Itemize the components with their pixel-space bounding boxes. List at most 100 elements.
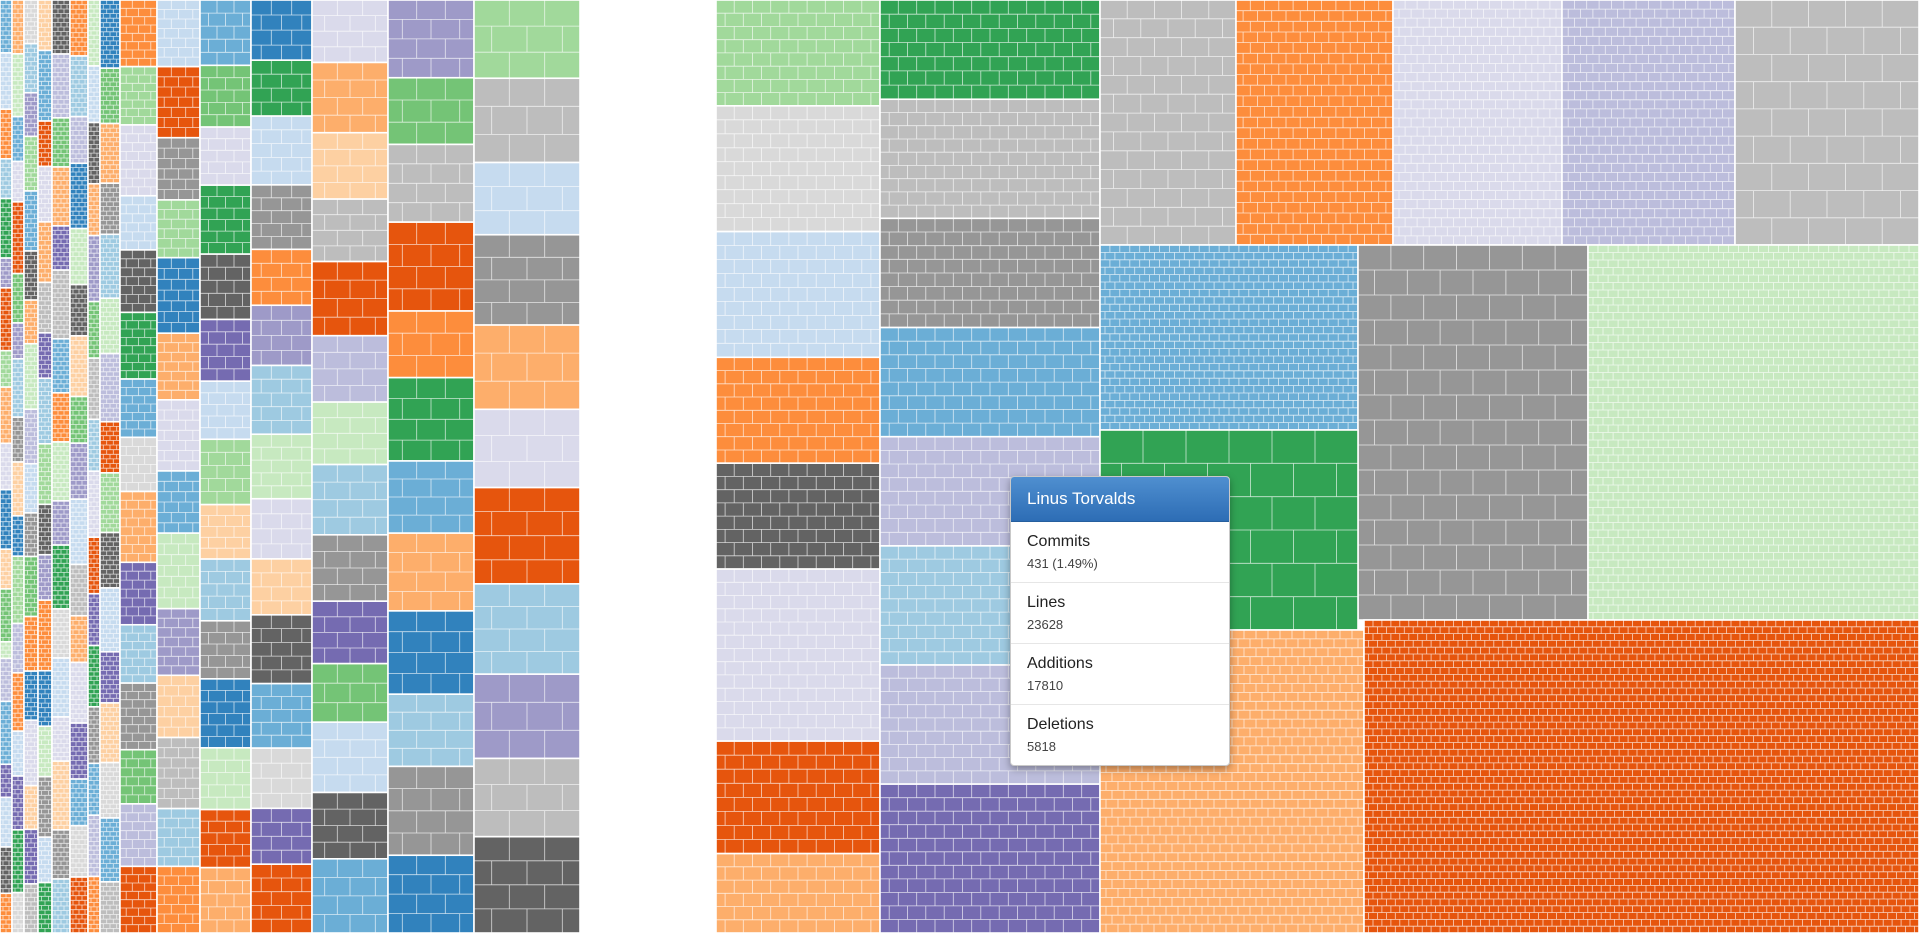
contributor-block-mid1-b0[interactable] [879,0,1101,101]
contributor-block-c1-b2-file-cells [12,116,24,162]
contributor-block-c1-b14-file-cells [12,731,24,776]
contributor-block-c10-b10[interactable] [199,619,252,680]
contributor-block-c4-b9-file-cells [52,500,70,546]
contributor-block-c11-b2-file-cells [251,116,312,185]
contributor-block-c1-b12[interactable] [11,622,25,674]
contributor-block-c5-b14-file-cells [70,779,88,826]
contributor-block-c10-b1[interactable] [199,64,252,128]
contributor-block-c13-b0-file-cells [388,0,474,78]
contributor-block-c10-b7[interactable] [199,438,252,506]
contributor-block-c11-b7[interactable] [250,433,313,500]
contributor-block-c4-b4-file-cells [52,225,70,271]
contributor-block-c3-b9-file-cells [38,504,52,555]
contributor-block-c3-b16[interactable] [37,881,53,933]
contributor-block-c3-b5-file-cells [38,282,52,333]
contributor-block-c11-b14-file-cells [251,864,312,933]
contributor-block-c7-b5-file-cells [100,298,120,354]
contributor-block-mid0-b3-file-cells [716,357,880,464]
contributor-block-c6-b11-file-cells [88,645,100,707]
contributor-block-c4-b1-file-cells [52,54,70,118]
contributor-block-c10-b5[interactable] [199,318,252,382]
contributor-block-c8-b1-file-cells [120,66,157,125]
contributor-block-c3-b15-file-cells [38,837,52,883]
contributor-block-c5-b2-file-cells [70,116,88,164]
contributor-block-c13-b2-file-cells [388,144,474,223]
contributor-block-c8-b3-file-cells [120,195,157,250]
contributor-block-c3-b10-file-cells [38,554,52,601]
contributor-block-c4-b15-file-cells [52,829,70,879]
contributor-block-c7-b11-file-cells [100,651,120,703]
contributor-block-c11-b11[interactable] [250,682,313,749]
contributor-block-c6-b2-file-cells [88,122,100,184]
contributor-block-c7-b15-file-cells [100,881,120,933]
contributor-block-c5-b1-file-cells [70,56,88,117]
contributor-block-c8-b12-file-cells [120,749,157,804]
contributor-block-c11-b14[interactable] [250,863,313,933]
contributor-block-c9-b7-file-cells [157,470,200,534]
contributor-block-c10-b14[interactable] [199,866,252,933]
contributor-block-c3-b14-file-cells [38,776,52,838]
contributor-block-c12-b2-file-cells [312,132,388,200]
contributor-block-c9-b6-file-cells [157,399,200,471]
contributor-block-large-0[interactable] [1099,0,1237,246]
contributor-block-c9-b1-file-cells [157,66,200,138]
contributor-block-c1-b0-file-cells [12,0,24,54]
contributor-block-c4-b10-file-cells [52,545,70,609]
contributor-block-large-4-file-cells [1735,0,1919,245]
contributor-block-c1-b5-file-cells [12,273,24,323]
contributor-block-c11-b3[interactable] [250,184,313,251]
contributor-block-c0-b2[interactable] [0,108,13,160]
contributor-block-c11-b10[interactable] [250,614,313,685]
contributor-block-c3-b13[interactable] [37,725,53,778]
contributor-block-c0-b9-file-cells [0,443,12,490]
contributor-block-c0-b17[interactable] [0,796,13,848]
contributor-block-c3-b0[interactable] [37,0,53,52]
tooltip-lines-value: 23628 [1027,617,1064,632]
contributor-block-c2-b8-file-cells [24,409,38,464]
contributor-block-mid0-b7-file-cells [716,853,880,933]
contributor-block-c11-b6[interactable] [250,364,313,436]
contributor-block-c10-b8[interactable] [199,503,252,560]
contributor-block-c2-b13[interactable] [23,670,39,722]
contributor-block-mid1-b7[interactable] [879,783,1101,933]
contributor-block-c10-b2[interactable] [199,126,252,186]
contributor-block-mid0-b1-file-cells [716,105,880,232]
contributor-block-c10-b4[interactable] [199,253,252,321]
contributor-block-c2-b16-file-cells [24,829,38,884]
contributor-block-c11-b7-file-cells [251,434,312,499]
tooltip-deletions-label: Deletions [1027,716,1094,733]
contributor-block-c5-b10-file-cells [70,564,88,616]
contributor-block-c7-b13-file-cells [100,762,120,818]
contributor-block-c14-b1-file-cells [474,78,580,163]
contributor-block-c10-b13[interactable] [199,808,252,869]
contributor-block-c5-b8-file-cells [70,443,88,500]
contributor-block-c0-b11-file-cells [0,549,12,589]
contributor-block-c3-b5[interactable] [37,281,53,334]
contributor-block-c2-b4-file-cells [24,191,38,251]
contributor-block-c3-b9[interactable] [37,503,53,556]
contributor-block-c11-b2[interactable] [250,115,313,186]
contributor-block-c2-b5-file-cells [24,251,38,301]
contributor-block-mid0-b5[interactable] [715,568,881,742]
contributor-block-c9-b11-file-cells [157,737,200,809]
contributor-block-large-6-file-cells [1358,245,1588,620]
contributor-block-c10-b5-file-cells [200,319,251,382]
contributor-block-c6-b12-file-cells [88,706,100,764]
contributor-block-c14-b0-file-cells [474,0,580,79]
contributor-block-c10-b6[interactable] [199,380,252,441]
contributor-block-c2-b5[interactable] [23,250,39,301]
contributor-block-c10-b9[interactable] [199,558,252,622]
contributor-block-c1-b5[interactable] [11,272,25,324]
contributor-block-c10-b0[interactable] [199,0,252,67]
contributor-block-c8-b6-file-cells [120,379,157,438]
contributor-block-c12-b13-file-cells [312,858,388,933]
contributor-block-c10-b12[interactable] [199,747,252,811]
contributor-block-c2-b9[interactable] [23,462,39,514]
contributor-block-c8-b7-file-cells [120,437,157,492]
contributor-block-c2-b1[interactable] [23,42,39,94]
tooltip-lines-label: Lines [1027,594,1066,611]
contributor-block-c0-b6-file-cells [0,287,12,351]
contributor-block-c2-b17[interactable] [23,883,39,933]
contributor-block-c3-b4-file-cells [38,221,52,283]
